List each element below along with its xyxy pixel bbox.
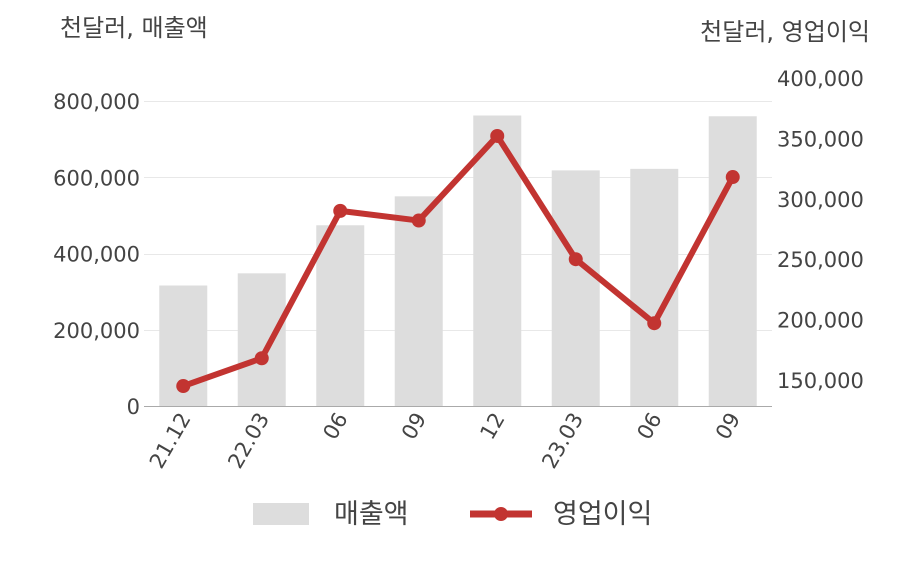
x-tick-label: 09 [711, 409, 745, 444]
revenue-bar [316, 225, 365, 406]
right-axis-ticks: 150,000 200,000 250,000 300,000 350,000 400,0… [777, 67, 864, 393]
legend-label-revenue: 매출액 [334, 499, 409, 530]
profit-series-line [182, 132, 736, 389]
operating-profit-line [176, 128, 740, 394]
profit-point [254, 351, 269, 366]
legend-swatch-profit-marker [494, 507, 508, 521]
left-tick-label: 200,000 [53, 319, 140, 343]
x-tick-label: 12 [475, 409, 509, 444]
x-axis-ticks: 21.12 22.03 06 09 12 23.03 06 09 [145, 409, 745, 473]
left-axis-unit-label: 천달러, 매출액 [60, 14, 208, 42]
left-tick-label: 600,000 [53, 166, 140, 190]
right-tick-label: 200,000 [777, 309, 864, 333]
x-tick-label: 21.12 [145, 409, 196, 473]
left-tick-label: 400,000 [53, 243, 140, 267]
x-tick-label: 06 [318, 409, 352, 444]
x-tick-label: 09 [397, 409, 431, 444]
profit-point [490, 128, 505, 143]
revenue-bar [394, 196, 443, 406]
profit-point [176, 379, 191, 394]
right-tick-label: 150,000 [777, 369, 864, 393]
profit-point [647, 316, 662, 331]
revenue-bar [708, 116, 757, 406]
x-tick-label: 06 [632, 409, 666, 444]
left-axis-ticks: 0 200,000 400,000 600,000 800,000 [53, 90, 140, 419]
legend: 매출액 영업이익 [253, 499, 652, 530]
legend-swatch-revenue [253, 503, 309, 525]
left-tick-label: 0 [127, 395, 140, 419]
profit-point [411, 213, 426, 228]
x-tick-label: 23.03 [537, 409, 588, 473]
right-tick-label: 250,000 [777, 248, 864, 272]
right-tick-label: 400,000 [777, 67, 864, 91]
profit-point [568, 252, 583, 267]
legend-label-profit: 영업이익 [553, 499, 652, 530]
right-tick-label: 350,000 [777, 127, 864, 151]
revenue-bar [551, 170, 600, 406]
left-tick-label: 800,000 [53, 90, 140, 114]
revenue-bar [237, 273, 286, 406]
profit-point [725, 170, 740, 185]
right-tick-label: 300,000 [777, 188, 864, 212]
profit-point [333, 203, 348, 218]
x-tick-label: 22.03 [223, 409, 274, 473]
right-axis-unit-label: 천달러, 영업이익 [700, 18, 870, 46]
